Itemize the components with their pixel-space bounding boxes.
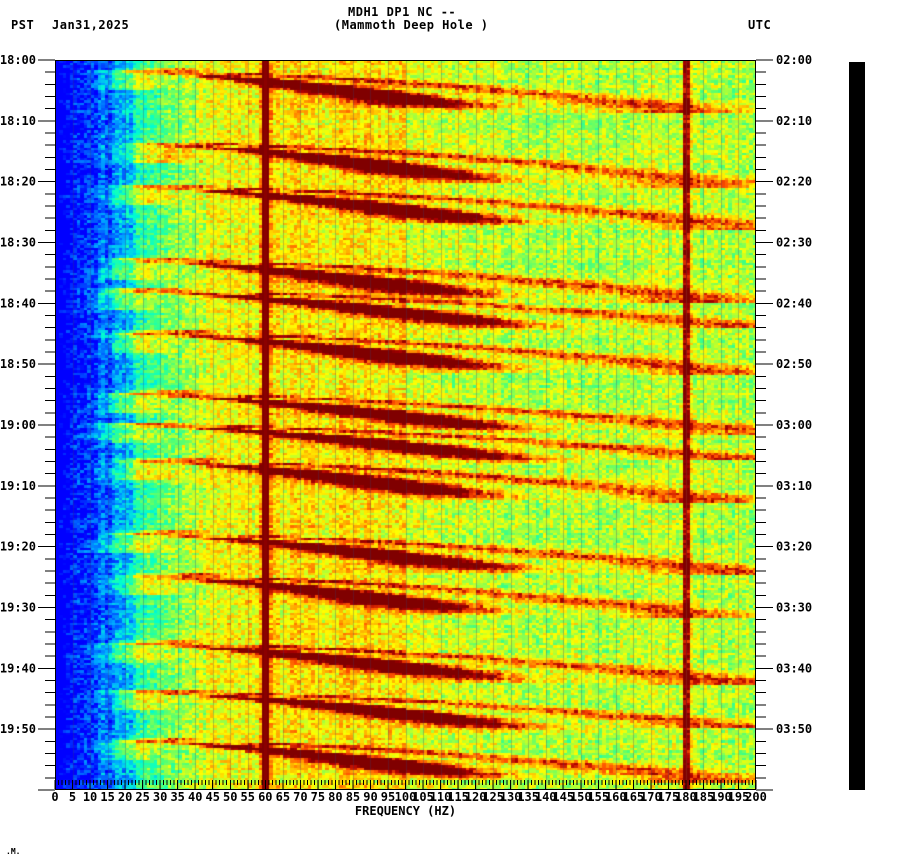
time-tick-label-utc: 03:50 <box>776 722 812 736</box>
frequency-tick-label: 75 <box>311 790 325 804</box>
frequency-tick-label: 145 <box>552 790 574 804</box>
page-header: PST Jan31,2025 MDH1 DP1 NC -- (Mammoth D… <box>0 0 902 46</box>
frequency-tick-label: 135 <box>517 790 539 804</box>
frequency-tick-label: 160 <box>605 790 627 804</box>
frequency-tick-label: 10 <box>83 790 97 804</box>
time-axis-right: 02:00 02:10 02:20 02:30 02:40 02:50 03:00 03:10… <box>756 53 812 791</box>
time-tick-label-utc: 02:50 <box>776 357 812 371</box>
frequency-tick-label: 15 <box>100 790 114 804</box>
frequency-tick-label: 85 <box>346 790 360 804</box>
spectrogram-canvas <box>55 60 756 790</box>
frequency-tick-label: 195 <box>728 790 750 804</box>
timezone-label-left: PST <box>11 18 35 32</box>
frequency-tick-label: 0 <box>51 790 58 804</box>
time-tick-label-pst: 19:30 <box>0 601 36 615</box>
frequency-tick-label: 165 <box>622 790 644 804</box>
frequency-tick-label: 115 <box>447 790 469 804</box>
time-tick-label-utc: 02:00 <box>776 53 812 67</box>
timezone-label-right: UTC <box>748 18 772 32</box>
date-label: Jan31,2025 <box>52 18 130 32</box>
time-tick-label-utc: 03:30 <box>776 601 812 615</box>
time-tick-label-utc: 02:40 <box>776 296 812 310</box>
time-tick-label-utc: 03:10 <box>776 479 812 493</box>
time-tick-label-utc: 02:10 <box>776 114 812 128</box>
station-title-line1: MDH1 DP1 NC -- <box>348 5 457 19</box>
time-tick-label-utc: 03:20 <box>776 540 812 554</box>
frequency-tick-label: 60 <box>258 790 272 804</box>
frequency-tick-label: 25 <box>135 790 149 804</box>
time-tick-label-pst: 18:40 <box>0 296 36 310</box>
frequency-tick-label: 120 <box>465 790 487 804</box>
frequency-axis-title: FREQUENCY (HZ) <box>355 804 456 818</box>
time-tick-label-pst: 18:00 <box>0 53 36 67</box>
corner-marker: .M. <box>6 847 21 856</box>
frequency-tick-label: 150 <box>570 790 592 804</box>
frequency-tick-label: 125 <box>482 790 504 804</box>
frequency-tick-label: 170 <box>640 790 662 804</box>
frequency-tick-label: 105 <box>412 790 434 804</box>
frequency-tick-label: 20 <box>118 790 132 804</box>
frequency-tick-label: 185 <box>693 790 715 804</box>
time-tick-label-pst: 19:00 <box>0 418 36 432</box>
frequency-tick-label: 35 <box>170 790 184 804</box>
time-tick-label-utc: 02:20 <box>776 175 812 189</box>
frequency-tick-label: 155 <box>587 790 609 804</box>
frequency-tick-label: 140 <box>535 790 557 804</box>
time-axis-left: 18:00 18:10 18:20 18:30 18:40 18:50 19:00 19:10… <box>0 53 55 791</box>
time-tick-label-pst: 18:10 <box>0 114 36 128</box>
time-tick-label-pst: 19:20 <box>0 540 36 554</box>
time-tick-label-pst: 18:50 <box>0 357 36 371</box>
frequency-tick-label: 180 <box>675 790 697 804</box>
frequency-tick-label: 110 <box>430 790 452 804</box>
time-tick-label-pst: 19:40 <box>0 661 36 675</box>
time-tick-label-utc: 03:40 <box>776 661 812 675</box>
frequency-tick-label: 175 <box>658 790 680 804</box>
frequency-tick-label: 70 <box>293 790 307 804</box>
frequency-tick-label: 100 <box>395 790 417 804</box>
frequency-tick-label: 200 <box>745 790 767 804</box>
frequency-tick-label: 5 <box>69 790 76 804</box>
frequency-tick-label: 65 <box>276 790 290 804</box>
time-tick-label-pst: 18:20 <box>0 175 36 189</box>
time-tick-label-pst: 19:10 <box>0 479 36 493</box>
frequency-tick-label: 130 <box>500 790 522 804</box>
time-tick-label-utc: 03:00 <box>776 418 812 432</box>
time-tick-label-pst: 18:30 <box>0 236 36 250</box>
spectrogram-plot <box>55 60 756 790</box>
frequency-tick-label: 90 <box>363 790 377 804</box>
frequency-tick-label: 95 <box>381 790 395 804</box>
frequency-tick-label: 80 <box>328 790 342 804</box>
time-tick-label-utc: 02:30 <box>776 236 812 250</box>
frequency-tick-label: 30 <box>153 790 167 804</box>
station-title-line2: (Mammoth Deep Hole ) <box>334 18 489 32</box>
time-tick-label-pst: 19:50 <box>0 722 36 736</box>
frequency-tick-label: 50 <box>223 790 237 804</box>
frequency-tick-label: 190 <box>710 790 732 804</box>
amplitude-colorbar <box>849 62 865 790</box>
frequency-tick-label: 45 <box>205 790 219 804</box>
frequency-tick-label: 40 <box>188 790 202 804</box>
frequency-tick-label: 55 <box>241 790 255 804</box>
